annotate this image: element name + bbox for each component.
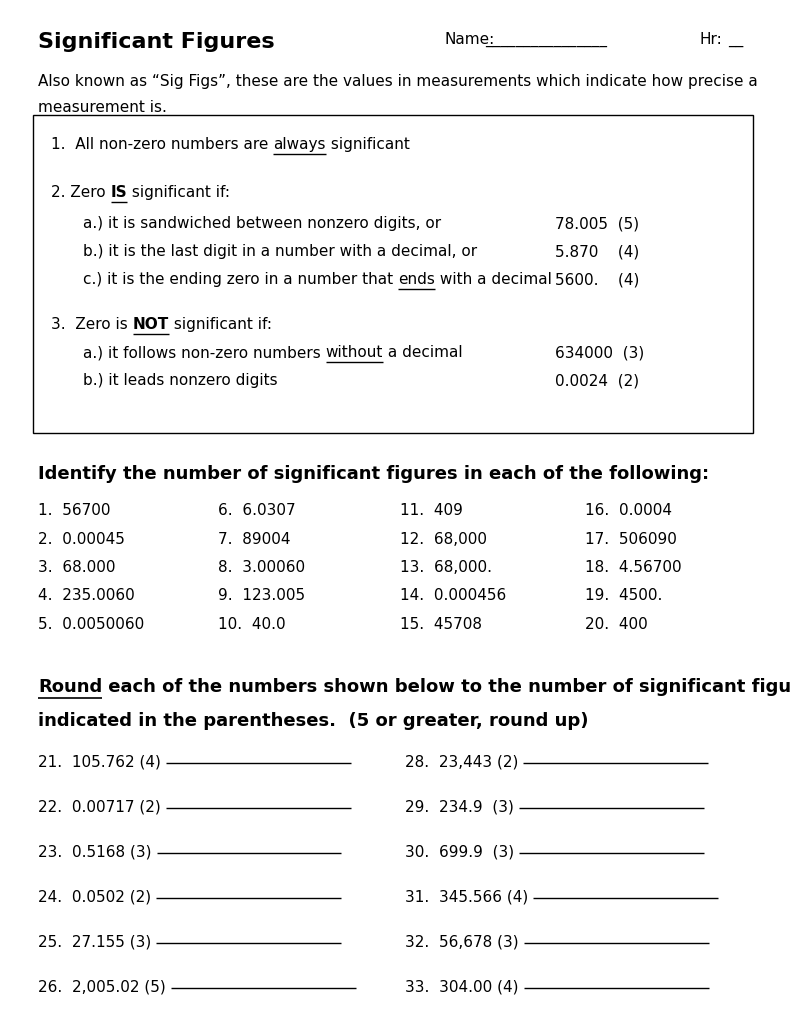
Text: 16.  0.0004: 16. 0.0004 bbox=[585, 503, 672, 518]
Text: 4.  235.0060: 4. 235.0060 bbox=[38, 589, 134, 603]
Text: 3.  Zero is: 3. Zero is bbox=[51, 317, 133, 332]
Text: 24.  0.0502 (2): 24. 0.0502 (2) bbox=[38, 890, 151, 904]
Text: Name:: Name: bbox=[445, 32, 495, 47]
Text: 22.  0.00717 (2): 22. 0.00717 (2) bbox=[38, 800, 161, 814]
Text: significant: significant bbox=[326, 137, 410, 152]
Text: 7.  89004: 7. 89004 bbox=[218, 531, 290, 547]
Text: a.) it follows non-zero numbers: a.) it follows non-zero numbers bbox=[83, 345, 326, 360]
Text: 20.  400: 20. 400 bbox=[585, 617, 648, 632]
Text: 14.  0.000456: 14. 0.000456 bbox=[400, 589, 506, 603]
Text: without: without bbox=[326, 345, 383, 360]
Text: 1.  56700: 1. 56700 bbox=[38, 503, 111, 518]
Text: 32.  56,678 (3): 32. 56,678 (3) bbox=[405, 935, 519, 949]
Text: 29.  234.9  (3): 29. 234.9 (3) bbox=[405, 800, 514, 814]
Text: significant if:: significant if: bbox=[168, 317, 272, 332]
Text: a.) it is sandwiched between nonzero digits, or: a.) it is sandwiched between nonzero dig… bbox=[83, 216, 441, 231]
Text: 19.  4500.: 19. 4500. bbox=[585, 589, 662, 603]
Text: __: __ bbox=[728, 32, 744, 47]
Text: with a decimal: with a decimal bbox=[435, 272, 552, 287]
Text: 3.  68.000: 3. 68.000 bbox=[38, 560, 115, 575]
Text: b.) it leads nonzero digits: b.) it leads nonzero digits bbox=[83, 373, 278, 388]
Text: 9.  123.005: 9. 123.005 bbox=[218, 589, 305, 603]
Text: each of the numbers shown below to the number of significant figures: each of the numbers shown below to the n… bbox=[102, 678, 791, 695]
Text: c.) it is the ending zero in a number that: c.) it is the ending zero in a number th… bbox=[83, 272, 398, 287]
Text: 15.  45708: 15. 45708 bbox=[400, 617, 482, 632]
Text: 1.  All non-zero numbers are: 1. All non-zero numbers are bbox=[51, 137, 273, 152]
Text: 23.  0.5168 (3): 23. 0.5168 (3) bbox=[38, 845, 152, 859]
Text: 5600.    (4): 5600. (4) bbox=[555, 272, 639, 287]
Text: Hr:: Hr: bbox=[700, 32, 723, 47]
Text: 17.  506090: 17. 506090 bbox=[585, 531, 677, 547]
Text: 31.  345.566 (4): 31. 345.566 (4) bbox=[405, 890, 528, 904]
Text: 33.  304.00 (4): 33. 304.00 (4) bbox=[405, 980, 518, 994]
Text: 8.  3.00060: 8. 3.00060 bbox=[218, 560, 305, 575]
Text: 11.  409: 11. 409 bbox=[400, 503, 463, 518]
Text: 5.870    (4): 5.870 (4) bbox=[555, 244, 639, 259]
Text: 2.  0.00045: 2. 0.00045 bbox=[38, 531, 125, 547]
Text: Significant Figures: Significant Figures bbox=[38, 32, 274, 52]
Text: ends: ends bbox=[398, 272, 435, 287]
Text: b.) it is the last digit in a number with a decimal, or: b.) it is the last digit in a number wit… bbox=[83, 244, 477, 259]
Bar bbox=[33, 115, 753, 433]
Text: Also known as “Sig Figs”, these are the values in measurements which indicate ho: Also known as “Sig Figs”, these are the … bbox=[38, 74, 758, 89]
Text: 2. Zero: 2. Zero bbox=[51, 185, 111, 200]
Text: Round: Round bbox=[38, 678, 102, 695]
Text: 25.  27.155 (3): 25. 27.155 (3) bbox=[38, 935, 151, 949]
Text: 5.  0.0050060: 5. 0.0050060 bbox=[38, 617, 144, 632]
Text: 26.  2,005.02 (5): 26. 2,005.02 (5) bbox=[38, 980, 166, 994]
Text: Identify the number of significant figures in each of the following:: Identify the number of significant figur… bbox=[38, 465, 709, 483]
Text: ________________: ________________ bbox=[485, 32, 607, 47]
Text: 18.  4.56700: 18. 4.56700 bbox=[585, 560, 682, 575]
Text: 28.  23,443 (2): 28. 23,443 (2) bbox=[405, 755, 518, 769]
Text: 78.005  (5): 78.005 (5) bbox=[555, 216, 639, 231]
Text: 21.  105.762 (4): 21. 105.762 (4) bbox=[38, 755, 161, 769]
Text: 0.0024  (2): 0.0024 (2) bbox=[555, 373, 639, 388]
Text: IS: IS bbox=[111, 185, 127, 200]
Text: indicated in the parentheses.  (5 or greater, round up): indicated in the parentheses. (5 or grea… bbox=[38, 713, 589, 730]
Text: NOT: NOT bbox=[133, 317, 168, 332]
Text: measurement is.: measurement is. bbox=[38, 100, 167, 115]
Text: 10.  40.0: 10. 40.0 bbox=[218, 617, 286, 632]
Text: 30.  699.9  (3): 30. 699.9 (3) bbox=[405, 845, 514, 859]
Text: a decimal: a decimal bbox=[383, 345, 463, 360]
Text: 634000  (3): 634000 (3) bbox=[555, 345, 644, 360]
Text: 12.  68,000: 12. 68,000 bbox=[400, 531, 487, 547]
Text: significant if:: significant if: bbox=[127, 185, 230, 200]
Text: 13.  68,000.: 13. 68,000. bbox=[400, 560, 492, 575]
Text: always: always bbox=[273, 137, 326, 152]
Text: 6.  6.0307: 6. 6.0307 bbox=[218, 503, 296, 518]
